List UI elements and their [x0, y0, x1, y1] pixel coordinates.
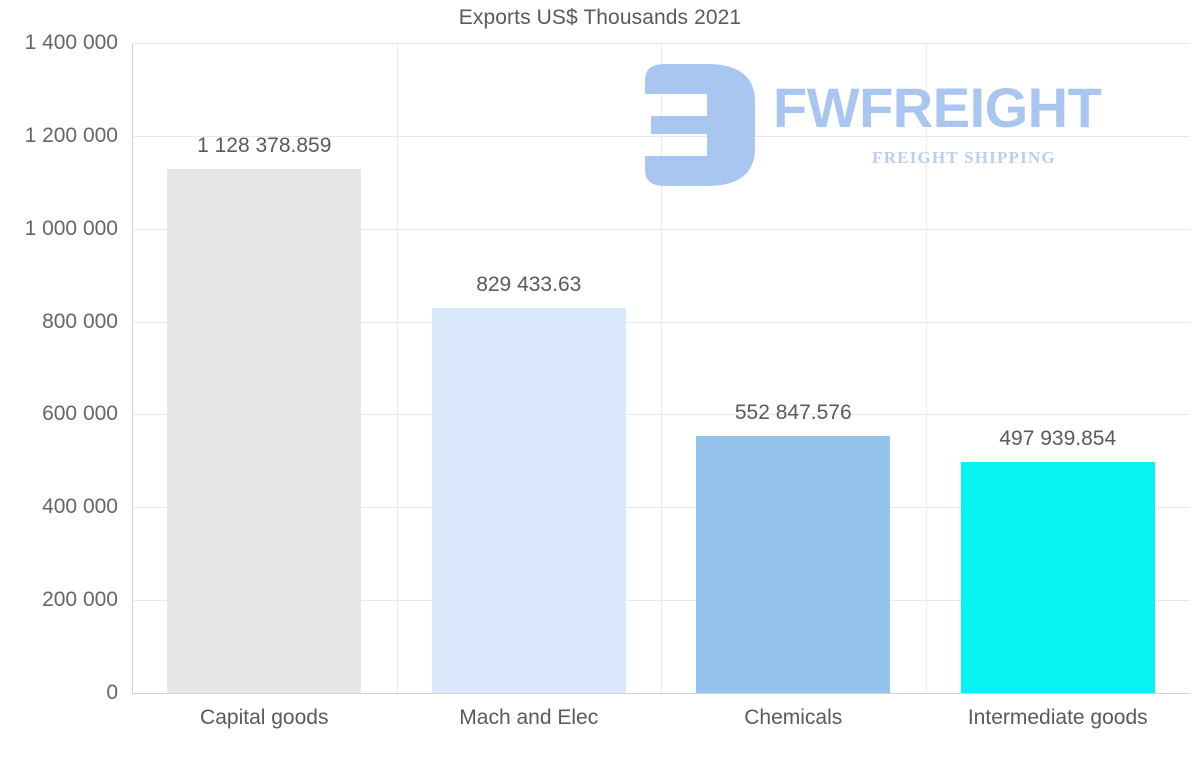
y-axis-tick-label: 200 000	[42, 588, 118, 612]
y-axis-tick-label: 1 000 000	[24, 216, 118, 240]
bar[interactable]	[431, 307, 626, 693]
y-axis-line	[132, 43, 133, 694]
bar[interactable]	[696, 436, 891, 693]
bar-value-label: 829 433.63	[476, 272, 582, 296]
bar[interactable]	[960, 461, 1155, 693]
bar[interactable]	[167, 169, 362, 693]
category-separator	[396, 43, 398, 693]
chart-title: Exports US$ Thousands 2021	[458, 6, 742, 29]
x-axis-category-label: Mach and Elec	[459, 706, 599, 729]
x-axis-category-label: Intermediate goods	[967, 706, 1148, 729]
y-axis-tick-label: 1 200 000	[24, 123, 118, 147]
category-separator	[661, 43, 662, 693]
x-axis-category-label: Chemicals	[744, 706, 843, 729]
bar-value-label: 552 847.576	[734, 401, 852, 425]
y-axis-tick-label: 800 000	[42, 309, 118, 333]
y-axis-tick-label: 600 000	[42, 402, 118, 426]
x-axis-category-label: Capital goods	[200, 706, 329, 729]
plot-area	[132, 43, 1190, 694]
bar-value-label: 1 128 378.859	[197, 134, 332, 158]
y-axis-tick-label: 0	[106, 681, 118, 704]
y-axis-tick-label: 1 400 000	[24, 31, 118, 54]
y-axis-tick-label: 400 000	[42, 495, 118, 519]
category-separator	[925, 43, 927, 693]
bar-value-label: 497 939.854	[999, 426, 1117, 450]
gridline	[132, 693, 1190, 694]
